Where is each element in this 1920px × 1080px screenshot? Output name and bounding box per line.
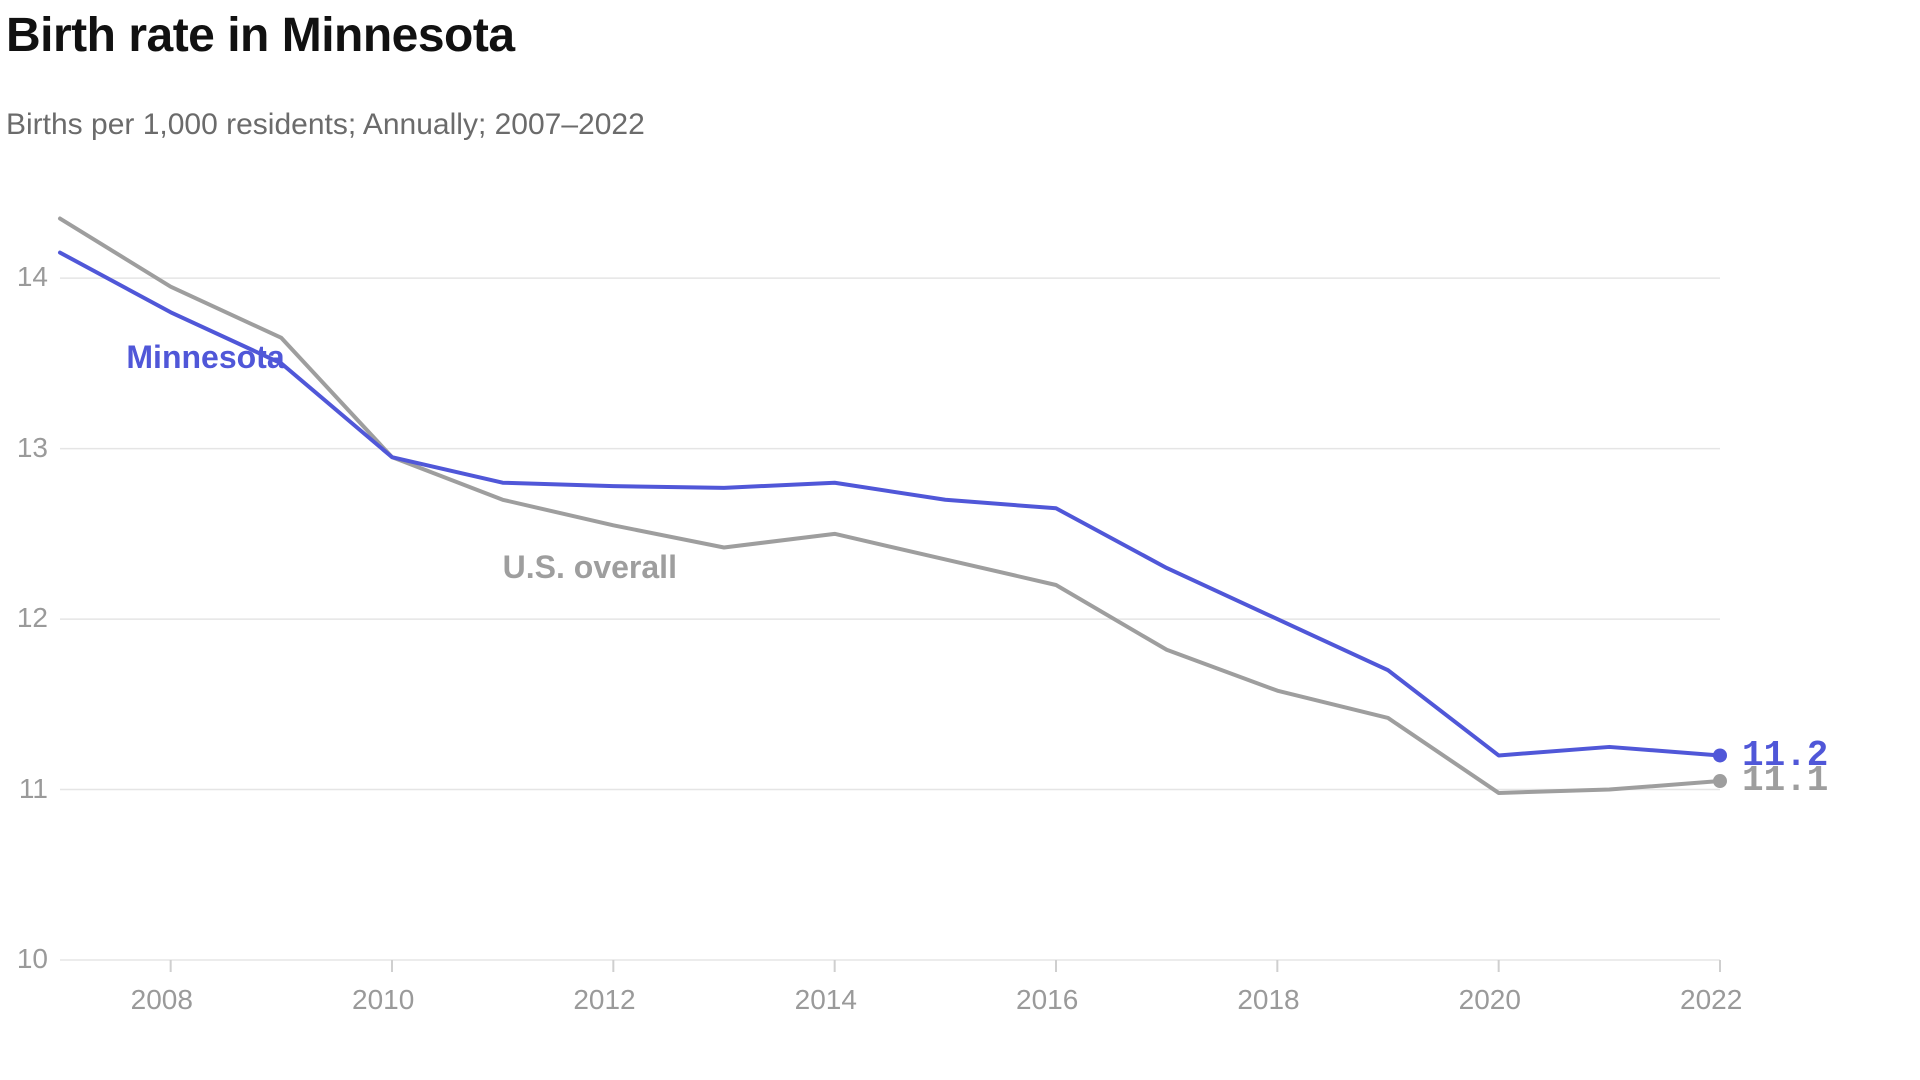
- x-axis-label: 2020: [1459, 984, 1521, 1016]
- y-axis-label: 12: [17, 602, 48, 634]
- y-axis-label: 14: [17, 261, 48, 293]
- x-axis-label: 2018: [1237, 984, 1299, 1016]
- x-axis-label: 2008: [131, 984, 193, 1016]
- x-axis-label: 2010: [352, 984, 414, 1016]
- y-axis-label: 10: [17, 943, 48, 975]
- x-axis-label: 2012: [573, 984, 635, 1016]
- series-label: U.S. overall: [503, 549, 677, 586]
- chart-canvas: [0, 0, 1920, 1080]
- x-axis-label: 2014: [795, 984, 857, 1016]
- x-axis-label: 2016: [1016, 984, 1078, 1016]
- series-end-label: 11.1: [1742, 760, 1828, 801]
- series-label: Minnesota: [126, 339, 284, 376]
- y-axis-label: 11: [19, 773, 48, 805]
- x-axis-label: 2022: [1680, 984, 1742, 1016]
- y-axis-label: 13: [17, 432, 48, 464]
